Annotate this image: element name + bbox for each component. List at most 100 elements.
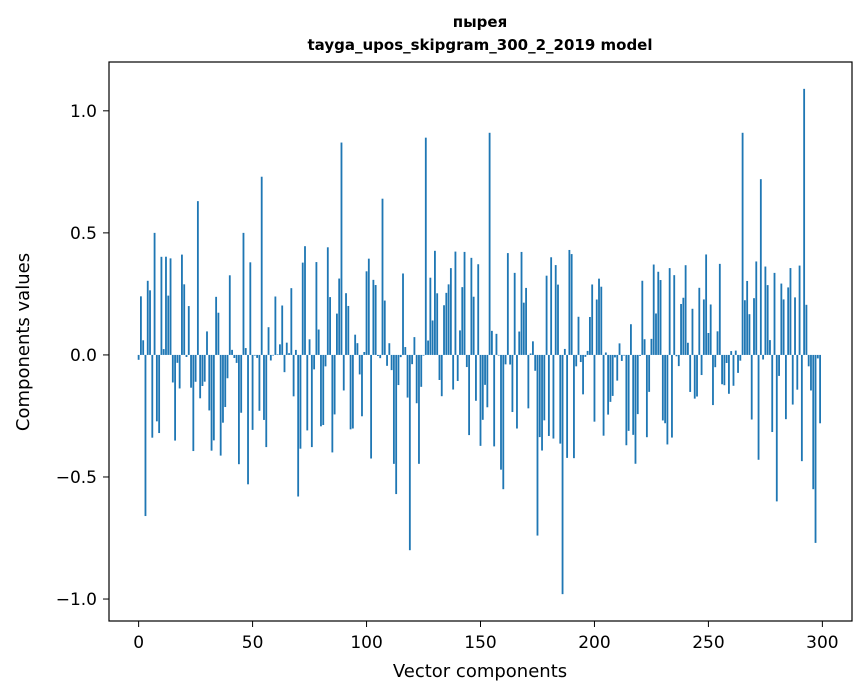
bar	[611, 354, 614, 396]
bar	[443, 305, 445, 355]
x-tick-label: 250	[692, 633, 724, 653]
bar	[598, 278, 600, 355]
bar	[557, 284, 559, 355]
bar	[465, 354, 468, 368]
bar	[463, 251, 466, 355]
bar	[582, 354, 584, 395]
bar	[584, 354, 587, 357]
bar	[666, 354, 669, 445]
bar	[142, 340, 145, 355]
bar	[297, 354, 300, 497]
bar	[390, 354, 393, 371]
bar	[486, 354, 489, 408]
bar	[794, 297, 796, 355]
bar	[721, 354, 723, 385]
bar	[668, 268, 671, 355]
bar	[272, 354, 275, 356]
bar	[639, 354, 641, 356]
bar	[803, 88, 806, 355]
bar	[203, 354, 206, 382]
bar	[333, 354, 336, 415]
bar	[176, 354, 179, 363]
y-tick-label: −0.5	[56, 468, 97, 488]
bar	[618, 343, 621, 355]
bar	[661, 354, 664, 421]
bar	[329, 297, 331, 355]
bar	[160, 256, 163, 355]
bar	[490, 330, 493, 355]
bar	[538, 354, 541, 438]
bar	[285, 342, 288, 355]
bar	[388, 343, 391, 355]
bar	[570, 254, 573, 355]
bar	[800, 354, 803, 462]
bar	[479, 354, 482, 446]
bar	[650, 338, 653, 355]
bar	[324, 354, 327, 367]
bar	[431, 320, 434, 355]
bar	[766, 285, 769, 355]
bar	[782, 299, 785, 355]
bar	[506, 253, 509, 355]
x-tick-label: 0	[133, 633, 144, 653]
bar	[634, 354, 637, 464]
bar	[771, 354, 774, 433]
bar	[775, 354, 778, 502]
y-axis: −1.0 −0.5 0.0 0.5 1.0	[56, 102, 109, 610]
bar	[190, 354, 192, 388]
bar	[705, 254, 708, 355]
bar	[251, 354, 254, 430]
bar	[655, 313, 657, 355]
bar	[258, 354, 261, 411]
bar	[347, 305, 350, 355]
bar	[643, 339, 646, 355]
bar	[260, 176, 263, 355]
bar	[712, 354, 714, 406]
y-tick-label: 0.0	[70, 346, 97, 366]
bar	[780, 283, 783, 355]
bar	[728, 354, 730, 394]
bar	[604, 352, 607, 355]
bar	[504, 354, 507, 365]
bar	[290, 288, 293, 355]
bar	[358, 354, 361, 375]
bar	[693, 354, 696, 399]
bar	[374, 285, 377, 355]
bar	[652, 264, 655, 355]
bar	[440, 354, 443, 397]
bar	[630, 324, 632, 355]
bar	[183, 284, 186, 355]
bar	[363, 351, 366, 355]
bar	[671, 354, 673, 438]
bar	[511, 354, 514, 413]
bar	[743, 300, 746, 355]
bar	[269, 354, 272, 361]
bar	[691, 308, 694, 355]
bar	[454, 251, 457, 355]
bar	[308, 339, 311, 355]
bar	[746, 280, 749, 355]
bar	[796, 354, 799, 390]
bar	[791, 354, 794, 405]
bar	[215, 296, 218, 355]
bar	[326, 247, 329, 355]
bar	[292, 354, 295, 397]
bar	[167, 295, 170, 355]
bar	[493, 354, 496, 447]
bar	[755, 261, 758, 355]
bar	[547, 354, 550, 436]
bar	[575, 354, 578, 367]
bar	[750, 354, 753, 420]
bar	[340, 142, 343, 355]
bar	[814, 354, 817, 543]
bar	[420, 354, 423, 387]
bar	[625, 354, 628, 446]
bar	[153, 232, 156, 355]
bar	[593, 354, 596, 422]
bar	[680, 303, 682, 355]
bar	[379, 354, 382, 359]
bar	[247, 354, 249, 485]
bar	[552, 354, 555, 439]
bar	[529, 353, 532, 355]
bar	[472, 296, 475, 355]
